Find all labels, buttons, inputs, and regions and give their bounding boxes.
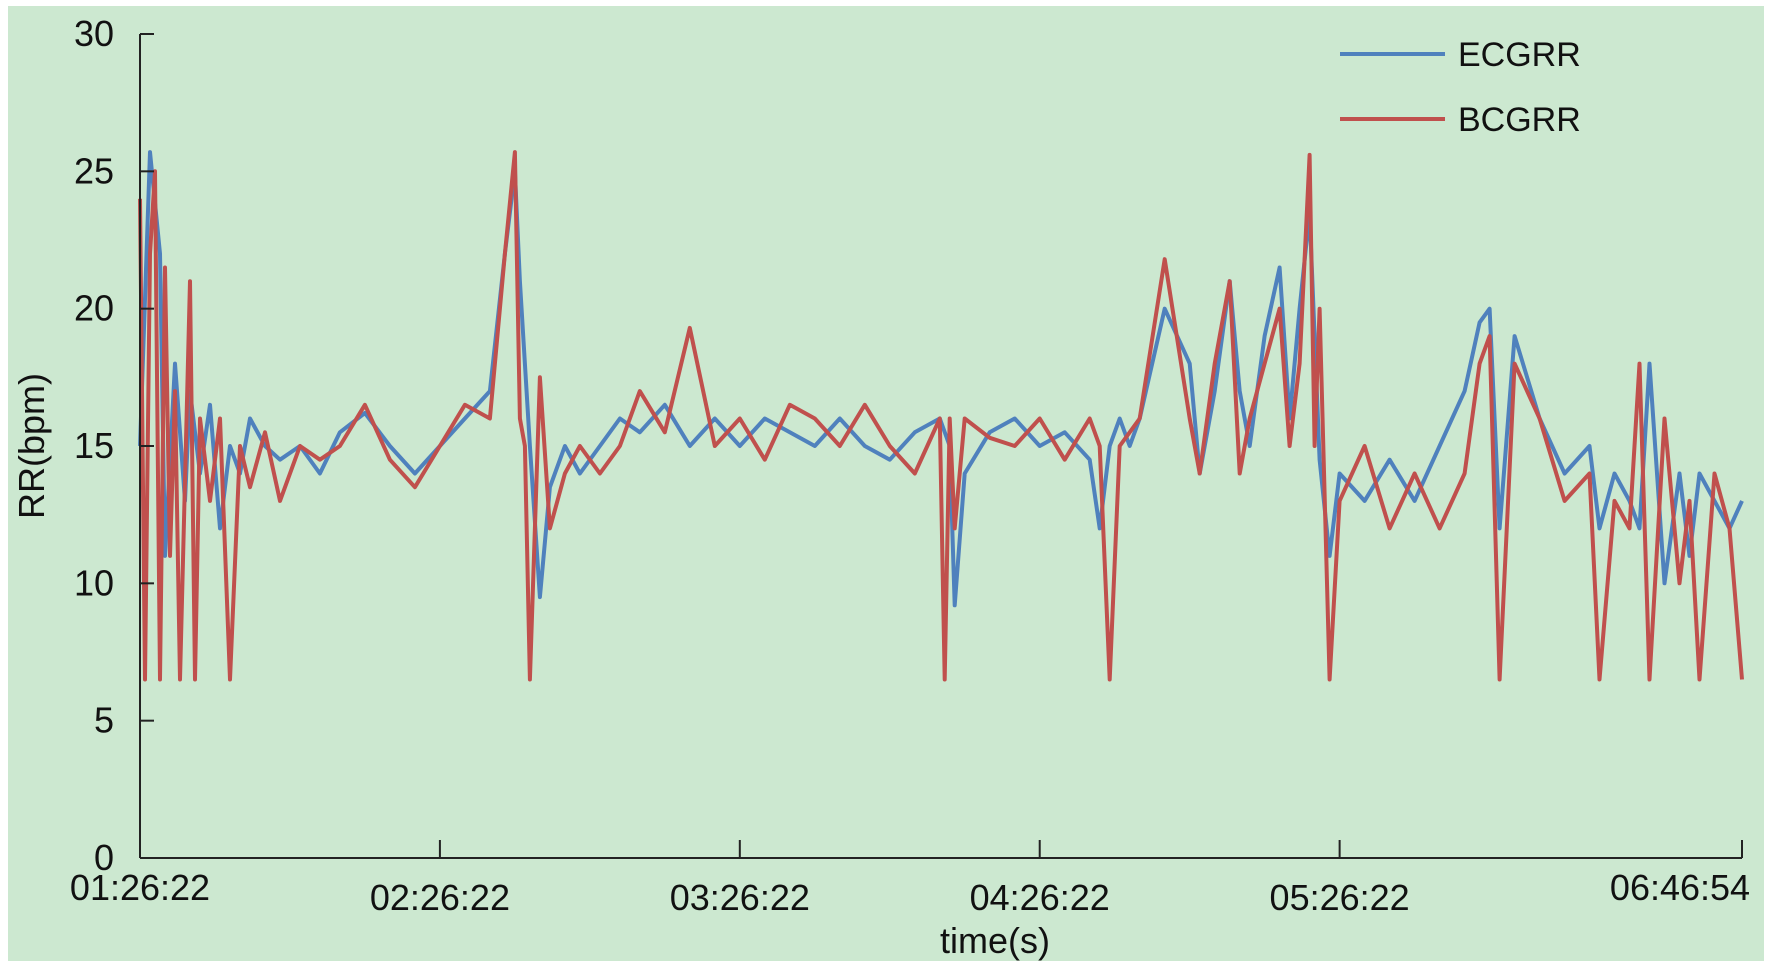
y-tick-label: 10: [74, 562, 114, 603]
y-tick-label: 30: [74, 13, 114, 54]
y-tick-label: 25: [74, 150, 114, 191]
y-axis-title: RR(bpm): [11, 373, 52, 519]
y-tick-label: 15: [74, 425, 114, 466]
legend-label-bcgrr: BCGRR: [1458, 101, 1581, 139]
legend: ECGRR BCGRR: [1340, 36, 1581, 139]
x-tick-label: 04:26:22: [970, 877, 1110, 918]
x-tick-label: 02:26:22: [370, 877, 510, 918]
series-layer: [138, 150, 1744, 682]
legend-label-ecgrr: ECGRR: [1458, 36, 1581, 74]
chart-background: [8, 6, 1764, 961]
x-tick-label: 06:46:54: [1610, 867, 1750, 908]
y-tick-label: 20: [74, 288, 114, 329]
series-line-bcgrr: [138, 150, 1744, 682]
x-tick-label: 01:26:22: [70, 867, 210, 908]
x-tick-label: 05:26:22: [1270, 877, 1410, 918]
x-axis-ticks: 01:26:22 02:26:22 03:26:22 04:26:22 05:26:22…: [70, 840, 1750, 918]
x-axis-title: time(s): [940, 920, 1050, 961]
x-tick-label: 03:26:22: [670, 877, 810, 918]
y-axis-ticks: 0 5 10 15 20 25 30: [74, 13, 154, 878]
y-tick-label: 0: [94, 837, 114, 878]
y-tick-label: 5: [94, 700, 114, 741]
